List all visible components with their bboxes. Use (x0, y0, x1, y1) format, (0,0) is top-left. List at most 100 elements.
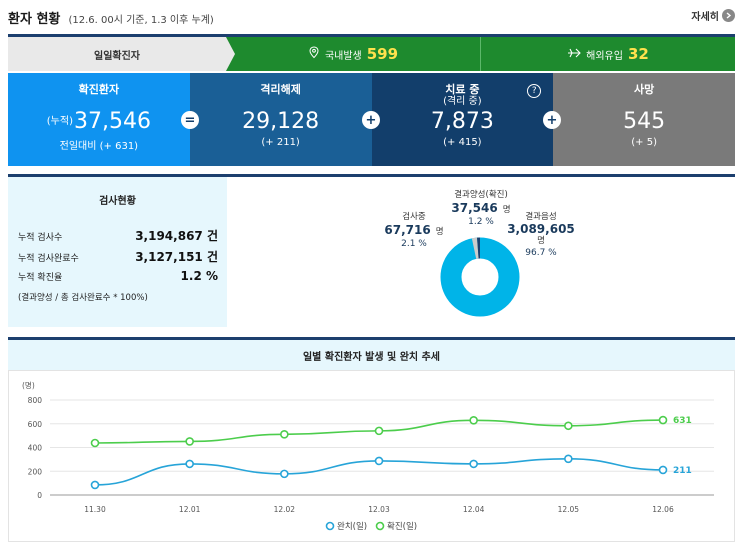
trend-chart-svg: (명) 0 200 400 600 800 11.30 12.01 12.02 12.03 12.0… (8, 370, 735, 542)
data-point (280, 430, 289, 439)
confirmed-value: 37,546 (73, 109, 151, 134)
overseas-label: 해외유입 (586, 50, 623, 62)
test-row-key: 누적 검사완료수 (18, 254, 79, 264)
test-status-panel: 검사현황 누적 검사수 3,194,867 건 누적 검사완료수 3,127,1… (8, 177, 227, 327)
data-point (185, 437, 194, 446)
confirmed-change: 전일대비 (+ 631) (59, 141, 139, 152)
positive-label: 결과양성(확진) (454, 190, 508, 200)
deaths-change: (+ 5) (631, 137, 657, 148)
test-row-value: 3,194,867 건 (135, 229, 218, 243)
data-point (280, 469, 289, 479)
treatment-label: 치료 중 (445, 83, 480, 96)
data-point (90, 480, 100, 490)
end-value-label: 211 (673, 466, 692, 476)
test-donut-area: 결과양성(확진) 37,546 명 1.2 % 검사중 67,716 명 2.1… (227, 177, 735, 327)
domestic-value: 599 (366, 45, 399, 63)
divider (8, 174, 735, 177)
detail-button[interactable]: 자세히 (691, 8, 735, 23)
plus-icon: + (362, 111, 380, 129)
data-point (564, 454, 573, 464)
x-tick-label: 12.05 (558, 505, 580, 514)
test-note: (결과양성 / 총 검사완료수 * 100%) (18, 293, 148, 303)
chevron-right-icon (722, 9, 735, 22)
legend-label: 완치(일) (337, 522, 367, 532)
deaths-value: 545 (623, 109, 666, 134)
positive-pct: 1.2 % (468, 217, 494, 227)
y-tick-label: 600 (28, 420, 43, 429)
help-icon[interactable]: ? (527, 84, 542, 98)
location-pin-icon (308, 46, 320, 62)
donut-testing-slice (471, 237, 479, 259)
trend-chart: (명) 0 200 400 600 800 11.30 12.01 12.02 12.03 12.0… (8, 370, 735, 542)
chart-title: 일별 확진환자 발생 및 완치 추세 (8, 340, 735, 370)
donut-chart (440, 237, 520, 317)
y-tick-label: 0 (37, 491, 42, 500)
test-row-value: 1.2 % (180, 269, 218, 283)
plus-icon: + (543, 111, 561, 129)
x-tick-label: 12.01 (179, 505, 201, 514)
overseas-cell: 해외유입 32 (480, 37, 735, 71)
positive-label-group: 결과양성(확진) 37,546 명 1.2 % (445, 189, 517, 228)
test-row-key: 누적 확진율 (18, 273, 63, 283)
negative-num: 3,089,605 (507, 222, 575, 236)
testing-label: 검사중 (402, 212, 426, 222)
x-tick-label: 12.03 (368, 505, 390, 514)
negative-pct: 96.7 % (525, 248, 557, 258)
chart-border (8, 370, 735, 542)
data-point (564, 421, 573, 431)
released-change: (+ 211) (261, 137, 300, 148)
detail-button-label: 자세히 (691, 12, 719, 23)
stat-released: 격리해제 29,128 (+ 211) (189, 73, 372, 166)
negative-label-group: 결과음성 3,089,605 명 96.7 % (505, 211, 577, 259)
test-row: 누적 검사완료수 3,127,151 건 (18, 248, 218, 265)
legend-label: 확진(일) (387, 521, 417, 532)
x-tick-label: 12.04 (463, 505, 485, 514)
data-point (469, 416, 478, 425)
airplane-icon (567, 47, 581, 62)
released-value: 29,128 (242, 109, 320, 134)
divider (8, 337, 735, 340)
stat-confirmed: 확진환자 (누적)37,546 전일대비 (+ 631) (8, 73, 190, 166)
y-tick-label: 400 (28, 444, 43, 453)
confirmed-value-wrap: (누적)37,546 (8, 109, 190, 135)
deaths-label: 사망 (634, 83, 655, 96)
testing-pct: 2.1 % (401, 239, 427, 249)
stat-treatment: 치료 중 (격리 중) 7,873 (+ 415) ? (371, 73, 554, 166)
negative-unit: 명 (537, 236, 545, 246)
x-tick-label: 12.06 (652, 505, 674, 514)
domestic-cell: 국내발생 599 (226, 37, 480, 71)
page-title: 환자 현황 (8, 12, 61, 27)
test-row-value: 3,127,151 건 (135, 250, 218, 264)
testing-unit: 명 (435, 227, 444, 237)
test-row: 누적 검사수 3,194,867 건 (18, 227, 218, 244)
x-tick-label: 12.02 (274, 505, 296, 514)
equals-icon: = (181, 111, 199, 129)
daily-label: 일일확진자 (8, 37, 235, 71)
stats-row: 확진환자 (누적)37,546 전일대비 (+ 631) 격리해제 29,128… (8, 73, 735, 166)
data-point (90, 438, 100, 448)
positive-num: 37,546 (451, 201, 498, 215)
daily-confirmed-bar: 일일확진자 국내발생 599 해외유입 32 (8, 37, 735, 71)
stat-deaths: 사망 545 (+ 5) (553, 73, 735, 166)
legend-marker (325, 521, 335, 531)
y-axis-label: (명) (22, 380, 35, 390)
data-point (658, 415, 668, 425)
header: 환자 현황 (12.6. 00시 기준, 1.3 이후 누계) 자세히 (8, 8, 735, 28)
positive-unit: 명 (502, 205, 511, 215)
page-subtitle: (12.6. 00시 기준, 1.3 이후 누계) (68, 15, 214, 26)
divider (8, 34, 735, 37)
treatment-value: 7,873 (430, 109, 494, 134)
donut-positive-slice (477, 237, 480, 259)
testing-label-group: 검사중 67,716 명 2.1 % (383, 211, 445, 250)
treatment-sublabel: (격리 중) (443, 96, 482, 107)
data-point (658, 465, 668, 475)
test-title: 검사현황 (99, 196, 136, 207)
data-point (374, 426, 384, 436)
test-row-key: 누적 검사수 (18, 233, 63, 243)
confirmed-prefix: (누적) (46, 116, 73, 127)
testing-num: 67,716 (384, 223, 431, 237)
domestic-label: 국내발생 (324, 50, 362, 62)
test-row: 누적 확진율 1.2 % (18, 269, 218, 283)
y-tick-label: 200 (28, 467, 43, 476)
